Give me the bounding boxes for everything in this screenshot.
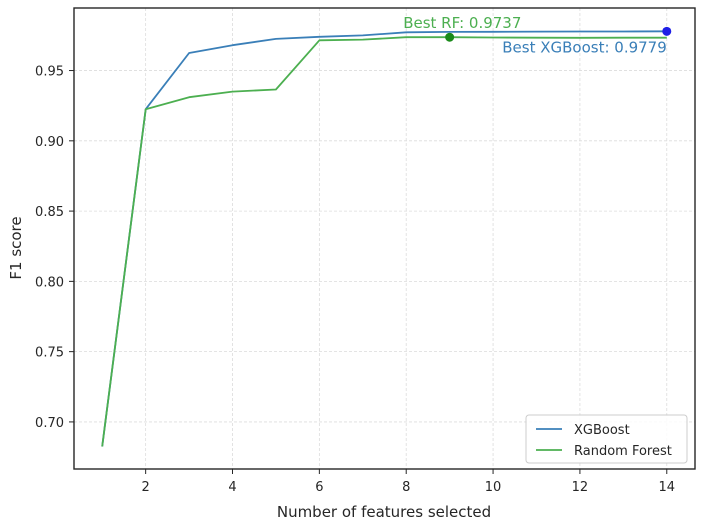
y-tick-label: 0.70 — [35, 416, 64, 431]
x-tick-label: 4 — [228, 480, 236, 495]
y-tick-label: 0.95 — [35, 65, 64, 80]
x-axis-label: Number of features selected — [277, 503, 491, 521]
legend-box — [525, 414, 688, 464]
y-tick-label: 0.85 — [35, 205, 64, 220]
x-tick-label: 8 — [402, 480, 410, 495]
y-axis-ticks: 0.70 0.75 0.80 0.85 0.90 0.95 — [35, 65, 74, 431]
annotation-label: Best XGBoost: 0.9779 — [502, 38, 667, 56]
plot-frame — [73, 7, 696, 470]
y-axis-label: F1 score — [7, 216, 25, 279]
x-axis-ticks: 2 4 6 8 10 12 14 — [142, 469, 675, 495]
x-tick-label: 12 — [572, 480, 589, 495]
legend-label: Random Forest — [574, 444, 672, 459]
series-line-random-forest — [101, 36, 667, 447]
x-tick-label: 6 — [315, 480, 323, 495]
legend-label: XGBoost — [574, 423, 630, 438]
x-tick-label: 14 — [658, 480, 675, 495]
series-line-xgboost — [101, 30, 667, 447]
x-tick-label: 10 — [485, 480, 502, 495]
best-point-xgboost — [662, 26, 672, 36]
best-point-random-forest — [445, 32, 455, 42]
series-lines — [101, 30, 667, 447]
y-tick-label: 0.75 — [35, 346, 64, 361]
y-tick-label: 0.80 — [35, 275, 64, 290]
legend: XGBoost Random Forest — [525, 414, 688, 464]
annotation-label: Best RF: 0.9737 — [403, 14, 521, 32]
y-tick-label: 0.90 — [35, 135, 64, 150]
gridlines — [74, 8, 695, 469]
x-tick-label: 2 — [142, 480, 150, 495]
annotations: Best RF: 0.9737 Best XGBoost: 0.9779 — [403, 14, 667, 56]
best-points — [445, 26, 672, 42]
